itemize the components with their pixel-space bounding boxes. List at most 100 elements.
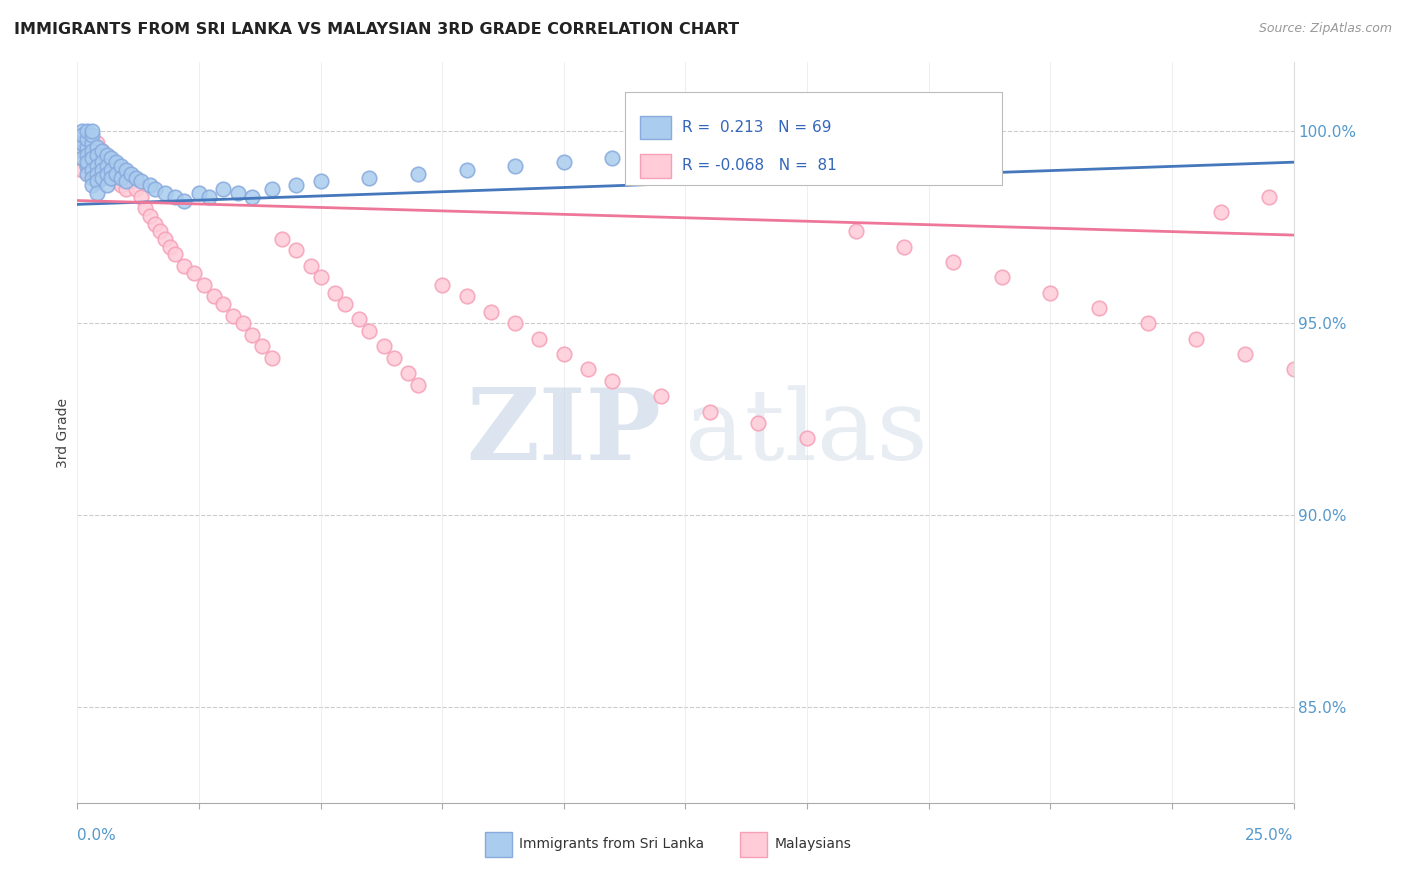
Text: R =  0.213   N = 69: R = 0.213 N = 69 bbox=[682, 120, 831, 136]
Point bbox=[96, 167, 118, 181]
Point bbox=[1185, 332, 1208, 346]
Point bbox=[86, 167, 108, 181]
Point bbox=[90, 162, 112, 177]
Point bbox=[120, 167, 142, 181]
Point bbox=[396, 366, 419, 380]
Point bbox=[100, 170, 122, 185]
Point bbox=[86, 136, 108, 150]
Point bbox=[212, 182, 235, 196]
Point bbox=[845, 224, 868, 238]
Point bbox=[796, 431, 818, 445]
Y-axis label: 3rd Grade: 3rd Grade bbox=[56, 398, 70, 467]
Point bbox=[90, 170, 112, 185]
Point bbox=[76, 147, 98, 161]
Point bbox=[105, 155, 128, 169]
Point bbox=[479, 305, 502, 319]
Point bbox=[80, 124, 103, 138]
Point bbox=[359, 170, 381, 185]
Bar bbox=[740, 832, 766, 857]
Point bbox=[76, 132, 98, 146]
Point bbox=[503, 159, 526, 173]
Point bbox=[70, 136, 93, 150]
Point bbox=[76, 167, 98, 181]
Point bbox=[188, 186, 211, 200]
Text: Immigrants from Sri Lanka: Immigrants from Sri Lanka bbox=[519, 837, 704, 850]
Point bbox=[747, 416, 769, 430]
Point bbox=[149, 224, 172, 238]
Point bbox=[90, 144, 112, 158]
Point bbox=[110, 162, 132, 177]
Point bbox=[70, 132, 93, 146]
Point bbox=[675, 147, 697, 161]
Point bbox=[80, 178, 103, 193]
Point bbox=[100, 155, 122, 169]
Point bbox=[80, 162, 103, 177]
Point bbox=[183, 267, 205, 281]
Point bbox=[70, 162, 93, 177]
Point bbox=[602, 374, 624, 388]
Point bbox=[90, 155, 112, 169]
Bar bbox=[485, 832, 512, 857]
Point bbox=[80, 152, 103, 166]
Point bbox=[202, 289, 225, 303]
Point bbox=[86, 147, 108, 161]
Point bbox=[990, 270, 1012, 285]
Point bbox=[1258, 190, 1281, 204]
Point bbox=[70, 152, 93, 166]
Point bbox=[125, 170, 148, 185]
Point bbox=[134, 201, 156, 215]
Point bbox=[80, 144, 103, 158]
Point bbox=[163, 247, 186, 261]
Point bbox=[153, 186, 176, 200]
Point bbox=[110, 170, 132, 185]
Point bbox=[406, 377, 429, 392]
Point bbox=[96, 147, 118, 161]
Point bbox=[143, 217, 166, 231]
Text: 0.0%: 0.0% bbox=[77, 828, 117, 843]
Point bbox=[242, 327, 264, 342]
Point bbox=[576, 362, 599, 376]
Point bbox=[250, 339, 273, 353]
Point bbox=[232, 316, 254, 330]
Point bbox=[115, 162, 138, 177]
Bar bbox=[640, 116, 671, 139]
Point bbox=[105, 167, 128, 181]
Point bbox=[120, 174, 142, 188]
Point bbox=[1209, 205, 1232, 219]
Point bbox=[76, 159, 98, 173]
Point bbox=[373, 339, 395, 353]
Point bbox=[96, 159, 118, 173]
Point bbox=[159, 239, 181, 253]
Point bbox=[553, 347, 575, 361]
Point bbox=[193, 277, 215, 292]
Point bbox=[86, 174, 108, 188]
Point bbox=[1088, 301, 1111, 315]
Point bbox=[76, 132, 98, 146]
Point bbox=[125, 182, 148, 196]
Point bbox=[456, 289, 478, 303]
Point bbox=[129, 174, 152, 188]
Point bbox=[430, 277, 453, 292]
Point bbox=[285, 244, 308, 258]
Point bbox=[226, 186, 249, 200]
Text: Source: ZipAtlas.com: Source: ZipAtlas.com bbox=[1258, 22, 1392, 36]
Point bbox=[76, 140, 98, 154]
Point bbox=[90, 170, 112, 185]
Point bbox=[942, 255, 965, 269]
Point bbox=[76, 159, 98, 173]
Point bbox=[173, 194, 195, 208]
Point bbox=[503, 316, 526, 330]
Point bbox=[86, 162, 108, 177]
Point bbox=[70, 152, 93, 166]
Point bbox=[70, 136, 93, 150]
Point bbox=[70, 128, 93, 143]
Point bbox=[86, 159, 108, 173]
Point bbox=[602, 152, 624, 166]
FancyBboxPatch shape bbox=[624, 92, 1001, 185]
Point bbox=[80, 152, 103, 166]
Point bbox=[382, 351, 405, 365]
Point bbox=[80, 170, 103, 185]
Point bbox=[86, 186, 108, 200]
Point bbox=[96, 167, 118, 181]
Point bbox=[529, 332, 551, 346]
